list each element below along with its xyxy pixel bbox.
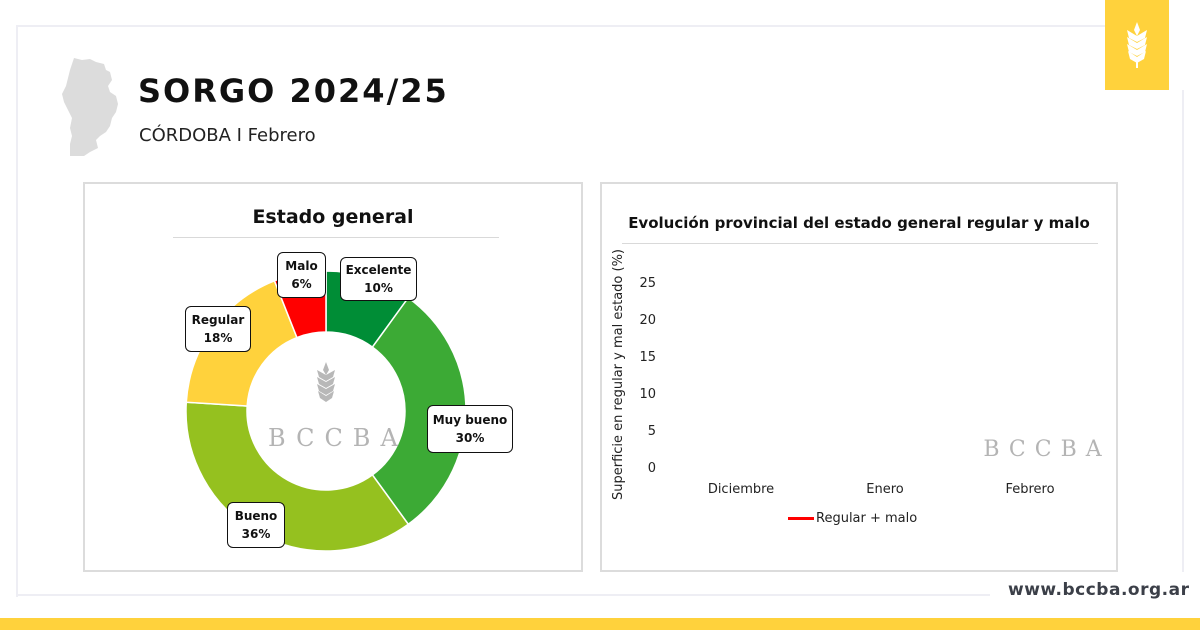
line-chart-legend: Regular + malo <box>788 511 917 526</box>
donut-label-muy-bueno-name: Muy bueno <box>432 413 508 427</box>
donut-label-malo-pct: 6% <box>291 277 312 291</box>
frame-bottom-border <box>16 594 990 596</box>
x-tick-enero: Enero <box>866 482 904 497</box>
frame-top-border <box>16 25 1105 27</box>
website-url[interactable]: www.bccba.org.ar <box>1008 580 1190 600</box>
brand-logo-box <box>1105 0 1169 90</box>
bottom-accent-bar <box>0 618 1200 630</box>
donut-label-excelente-name: Excelente <box>345 263 412 277</box>
frame-left-border <box>16 25 18 597</box>
donut-label-regular: Regular 18% <box>185 306 251 352</box>
x-tick-febrero: Febrero <box>1005 482 1055 497</box>
donut-label-regular-pct: 18% <box>203 331 233 345</box>
donut-label-bueno: Bueno 36% <box>227 502 285 548</box>
donut-label-excelente: Excelente 10% <box>340 257 417 301</box>
frame-right-border <box>1182 90 1184 572</box>
donut-label-bueno-name: Bueno <box>234 509 278 523</box>
y-axis-title: Superficie en regular y mal estado (%) <box>611 248 626 500</box>
page-title: SORGO 2024/25 <box>138 72 449 110</box>
legend-swatch-regular-malo <box>788 517 814 520</box>
y-tick-15: 15 <box>639 350 656 365</box>
donut-chart-title: Estado general <box>252 206 414 228</box>
y-tick-5: 5 <box>647 424 656 439</box>
donut-label-malo-name: Malo <box>285 259 318 273</box>
donut-label-regular-name: Regular <box>191 313 245 327</box>
cordoba-map-icon <box>62 58 118 156</box>
donut-label-malo: Malo 6% <box>277 252 326 298</box>
x-tick-diciembre: Diciembre <box>707 482 775 497</box>
estado-general-panel: Estado general <box>83 182 583 572</box>
evolucion-panel: Evolución provincial del estado general … <box>600 182 1118 572</box>
donut-label-bueno-pct: 36% <box>241 527 271 541</box>
donut-watermark-text: BCCBA <box>268 424 408 452</box>
donut-title-rule <box>173 237 499 238</box>
y-tick-20: 20 <box>639 313 656 328</box>
y-tick-10: 10 <box>639 387 656 402</box>
donut-label-muy-bueno-pct: 30% <box>455 431 485 445</box>
y-tick-0: 0 <box>647 461 656 476</box>
line-chart-title: Evolución provincial del estado general … <box>628 214 1090 232</box>
donut-label-excelente-pct: 10% <box>364 281 393 295</box>
wheat-icon <box>1127 22 1147 68</box>
page-subtitle: CÓRDOBA I Febrero <box>139 125 316 146</box>
linechart-watermark-text: BCCBA <box>983 437 1111 462</box>
legend-label: Regular + malo <box>816 511 918 526</box>
y-tick-25: 25 <box>639 276 656 291</box>
line-title-rule <box>622 243 1098 244</box>
donut-label-muy-bueno: Muy bueno 30% <box>427 405 513 453</box>
